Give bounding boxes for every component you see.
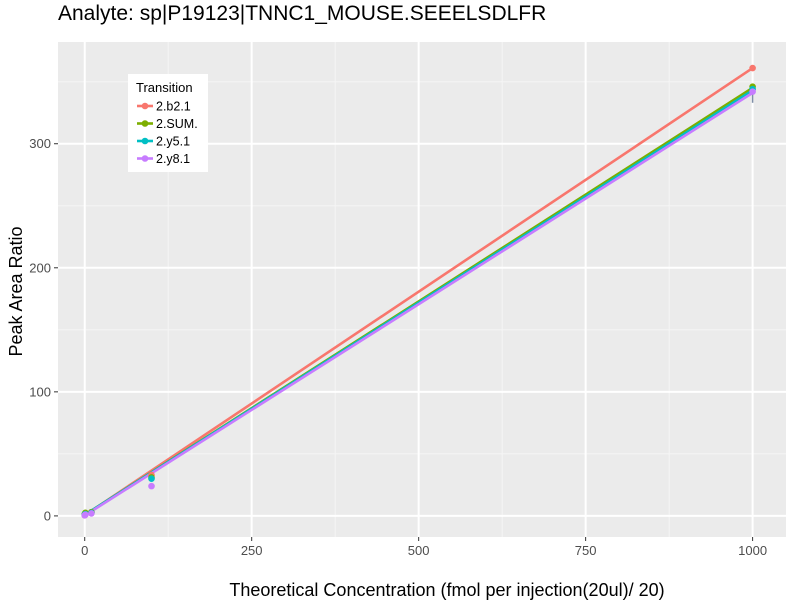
fit-line-2.y8.1 — [83, 91, 754, 517]
fit-lines — [83, 66, 754, 517]
x-tick-label: 750 — [575, 543, 597, 558]
fit-line-2.b2.1 — [83, 66, 754, 517]
data-point-2.y8.1 — [749, 88, 756, 95]
data-point-2.y8.1 — [82, 511, 89, 518]
x-axis-title: Theoretical Concentration (fmol per inje… — [229, 580, 664, 600]
legend-key-point — [141, 137, 149, 145]
data-points — [81, 64, 756, 519]
data-point-2.y5.1 — [148, 475, 155, 482]
legend-title: Transition — [136, 80, 193, 95]
y-tick-label: 0 — [44, 508, 51, 523]
legend-key-point — [141, 155, 149, 162]
y-tick-label: 200 — [29, 260, 51, 275]
data-point-2.y8.1 — [148, 482, 155, 490]
legend-label: 2.y5.1 — [156, 135, 190, 149]
data-point-2.y8.1 — [88, 510, 95, 517]
legend-item: 2.b2.1 — [137, 100, 191, 114]
legend-label: 2.b2.1 — [156, 100, 191, 114]
legend: Transition 2.b2.1 2.SUM. 2.y5.1 2.y8.1 — [128, 74, 208, 172]
legend-key-point — [141, 102, 149, 110]
data-point-2.b2.1 — [749, 64, 756, 72]
x-tick-label: 1000 — [738, 543, 767, 558]
legend-label: 2.SUM. — [156, 117, 198, 131]
legend-items: 2.b2.1 2.SUM. 2.y5.1 2.y8.1 — [137, 100, 198, 166]
x-axis: 0 250 500 750 1000 — [81, 537, 767, 558]
y-axis: 0 100 200 300 — [29, 136, 58, 523]
y-axis-title: Peak Area Ratio — [6, 226, 26, 356]
chart-title: Analyte: sp|P19123|TNNC1_MOUSE.SEEELSDLF… — [58, 2, 547, 25]
y-tick-label: 100 — [29, 384, 51, 399]
legend-item: 2.y5.1 — [137, 135, 190, 149]
legend-key-point — [141, 120, 149, 127]
legend-item: 2.y8.1 — [137, 152, 190, 166]
legend-item: 2.SUM. — [137, 117, 198, 131]
x-tick-label: 0 — [81, 543, 88, 558]
x-tick-label: 250 — [241, 543, 263, 558]
y-tick-label: 300 — [29, 136, 51, 151]
x-tick-label: 500 — [408, 543, 430, 558]
legend-label: 2.y8.1 — [156, 152, 190, 166]
